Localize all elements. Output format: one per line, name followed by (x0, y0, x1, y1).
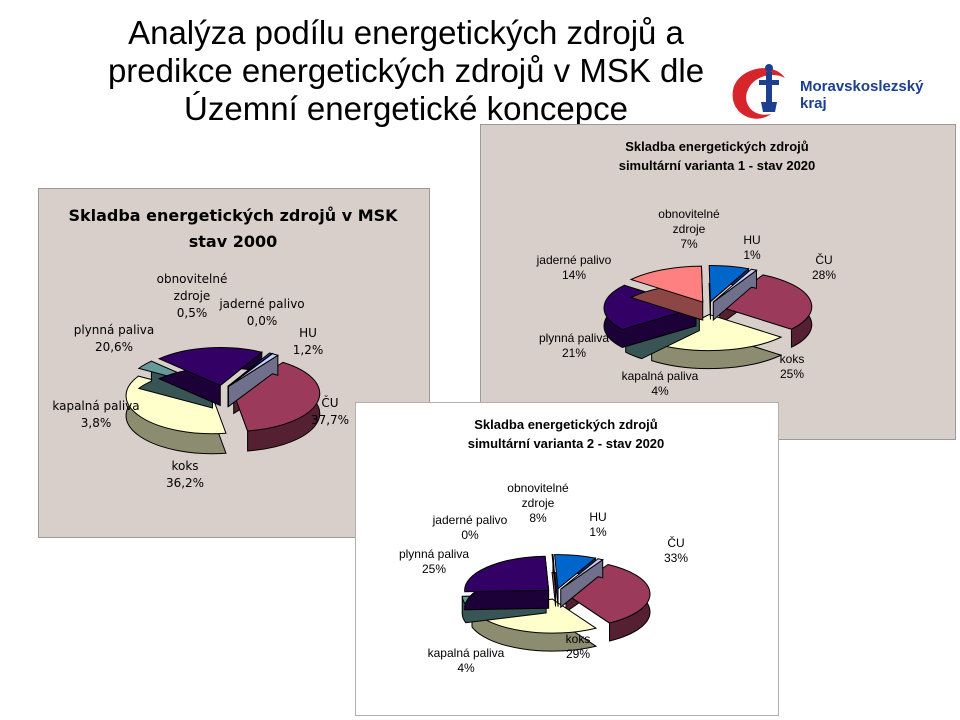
chart3-title: Skladba energetických zdrojů (474, 417, 658, 432)
chart3-title-block: Skladba energetických zdrojů simultární … (355, 415, 777, 453)
chart3-label-kapalna: kapalná paliva 4% (427, 646, 505, 675)
chart3-label-koks: koks 29% (565, 632, 591, 661)
chart1-title: Skladba energetických zdrojů v MSK (68, 206, 398, 225)
logo-text: Moravskoslezský kraj (800, 78, 923, 112)
chart2-label-hu: HU 1% (743, 233, 761, 262)
region-logo: Moravskoslezský kraj (725, 60, 955, 130)
chart2-label-plynna: plynná paliva 21% (538, 331, 610, 360)
chart3-label-hu: HU 1% (589, 510, 607, 539)
chart2-label-koks: koks 25% (779, 352, 805, 381)
chart1-label-jaderne: jaderné palivo 0,0% (219, 297, 305, 328)
chart2-label-obnovitelne: obnovitelné zdroje 7% (658, 207, 720, 251)
logo-text-line-1: Moravskoslezský (800, 78, 924, 95)
slide-title: Analýza podílu energetických zdrojů a pr… (96, 14, 716, 128)
chart2-label-cu: ČU 28% (811, 253, 837, 282)
slide-title-line-3: Územní energetické koncepce (184, 90, 628, 127)
chart1-label-obnovitelne: obnovitelné zdroje 0,5% (156, 272, 228, 320)
chart1-label-koks: koks 36,2% (165, 459, 205, 490)
chart3-label-cu: ČU 33% (663, 536, 689, 565)
logo-emblem-icon (732, 64, 785, 119)
chart1-label-cu: ČU 37,7% (310, 396, 350, 427)
chart1-label-hu: HU 1,2% (292, 326, 324, 357)
chart3-label-obnovitelne: obnovitelné zdroje 8% (507, 481, 569, 525)
logo-text-line-2: kraj (800, 95, 827, 112)
chart2-title-block: Skladba energetických zdrojů simultární … (480, 137, 954, 175)
chart2-subtitle: simultární varianta 1 - stav 2020 (618, 158, 816, 173)
chart2-title: Skladba energetických zdrojů (625, 139, 809, 154)
chart3-label-plynna: plynná paliva 25% (398, 547, 470, 576)
chart1-title-block: Skladba energetických zdrojů v MSK stav … (38, 203, 428, 255)
chart2-label-jaderne: jaderné palivo 14% (536, 253, 612, 282)
slide-title-line-2: predikce energetických zdrojů v MSK dle (107, 52, 705, 89)
chart3-subtitle: simultární varianta 2 - stav 2020 (467, 436, 665, 451)
chart1-subtitle: stav 2000 (188, 232, 278, 251)
chart1-label-kapalna: kapalná paliva 3,8% (52, 399, 140, 430)
chart2-label-kapalna: kapalná paliva 4% (621, 369, 699, 398)
chart1-label-plynna: plynná paliva 20,6% (73, 323, 155, 354)
slide-title-line-1: Analýza podílu energetických zdrojů a (128, 14, 684, 51)
chart3-label-jaderne: jaderné palivo 0% (432, 513, 508, 542)
